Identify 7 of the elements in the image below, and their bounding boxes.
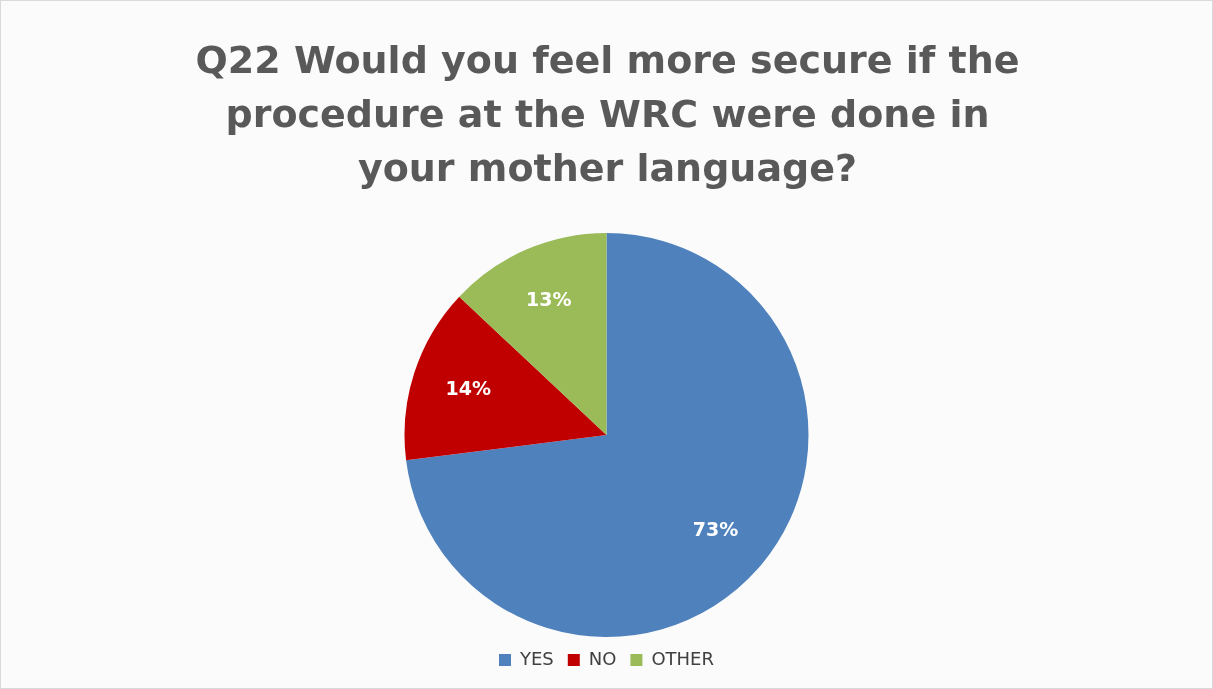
- legend-label: YES: [519, 647, 554, 669]
- legend-label: NO: [588, 647, 617, 669]
- legend-label: OTHER: [651, 647, 714, 669]
- data-label: 14%: [445, 376, 491, 399]
- chart-title: Q22 Would you feel more secure if the procedure at the WRC were done in your mother language?: [194, 37, 1021, 192]
- data-label: 13%: [526, 288, 572, 311]
- data-label: 73%: [692, 518, 739, 541]
